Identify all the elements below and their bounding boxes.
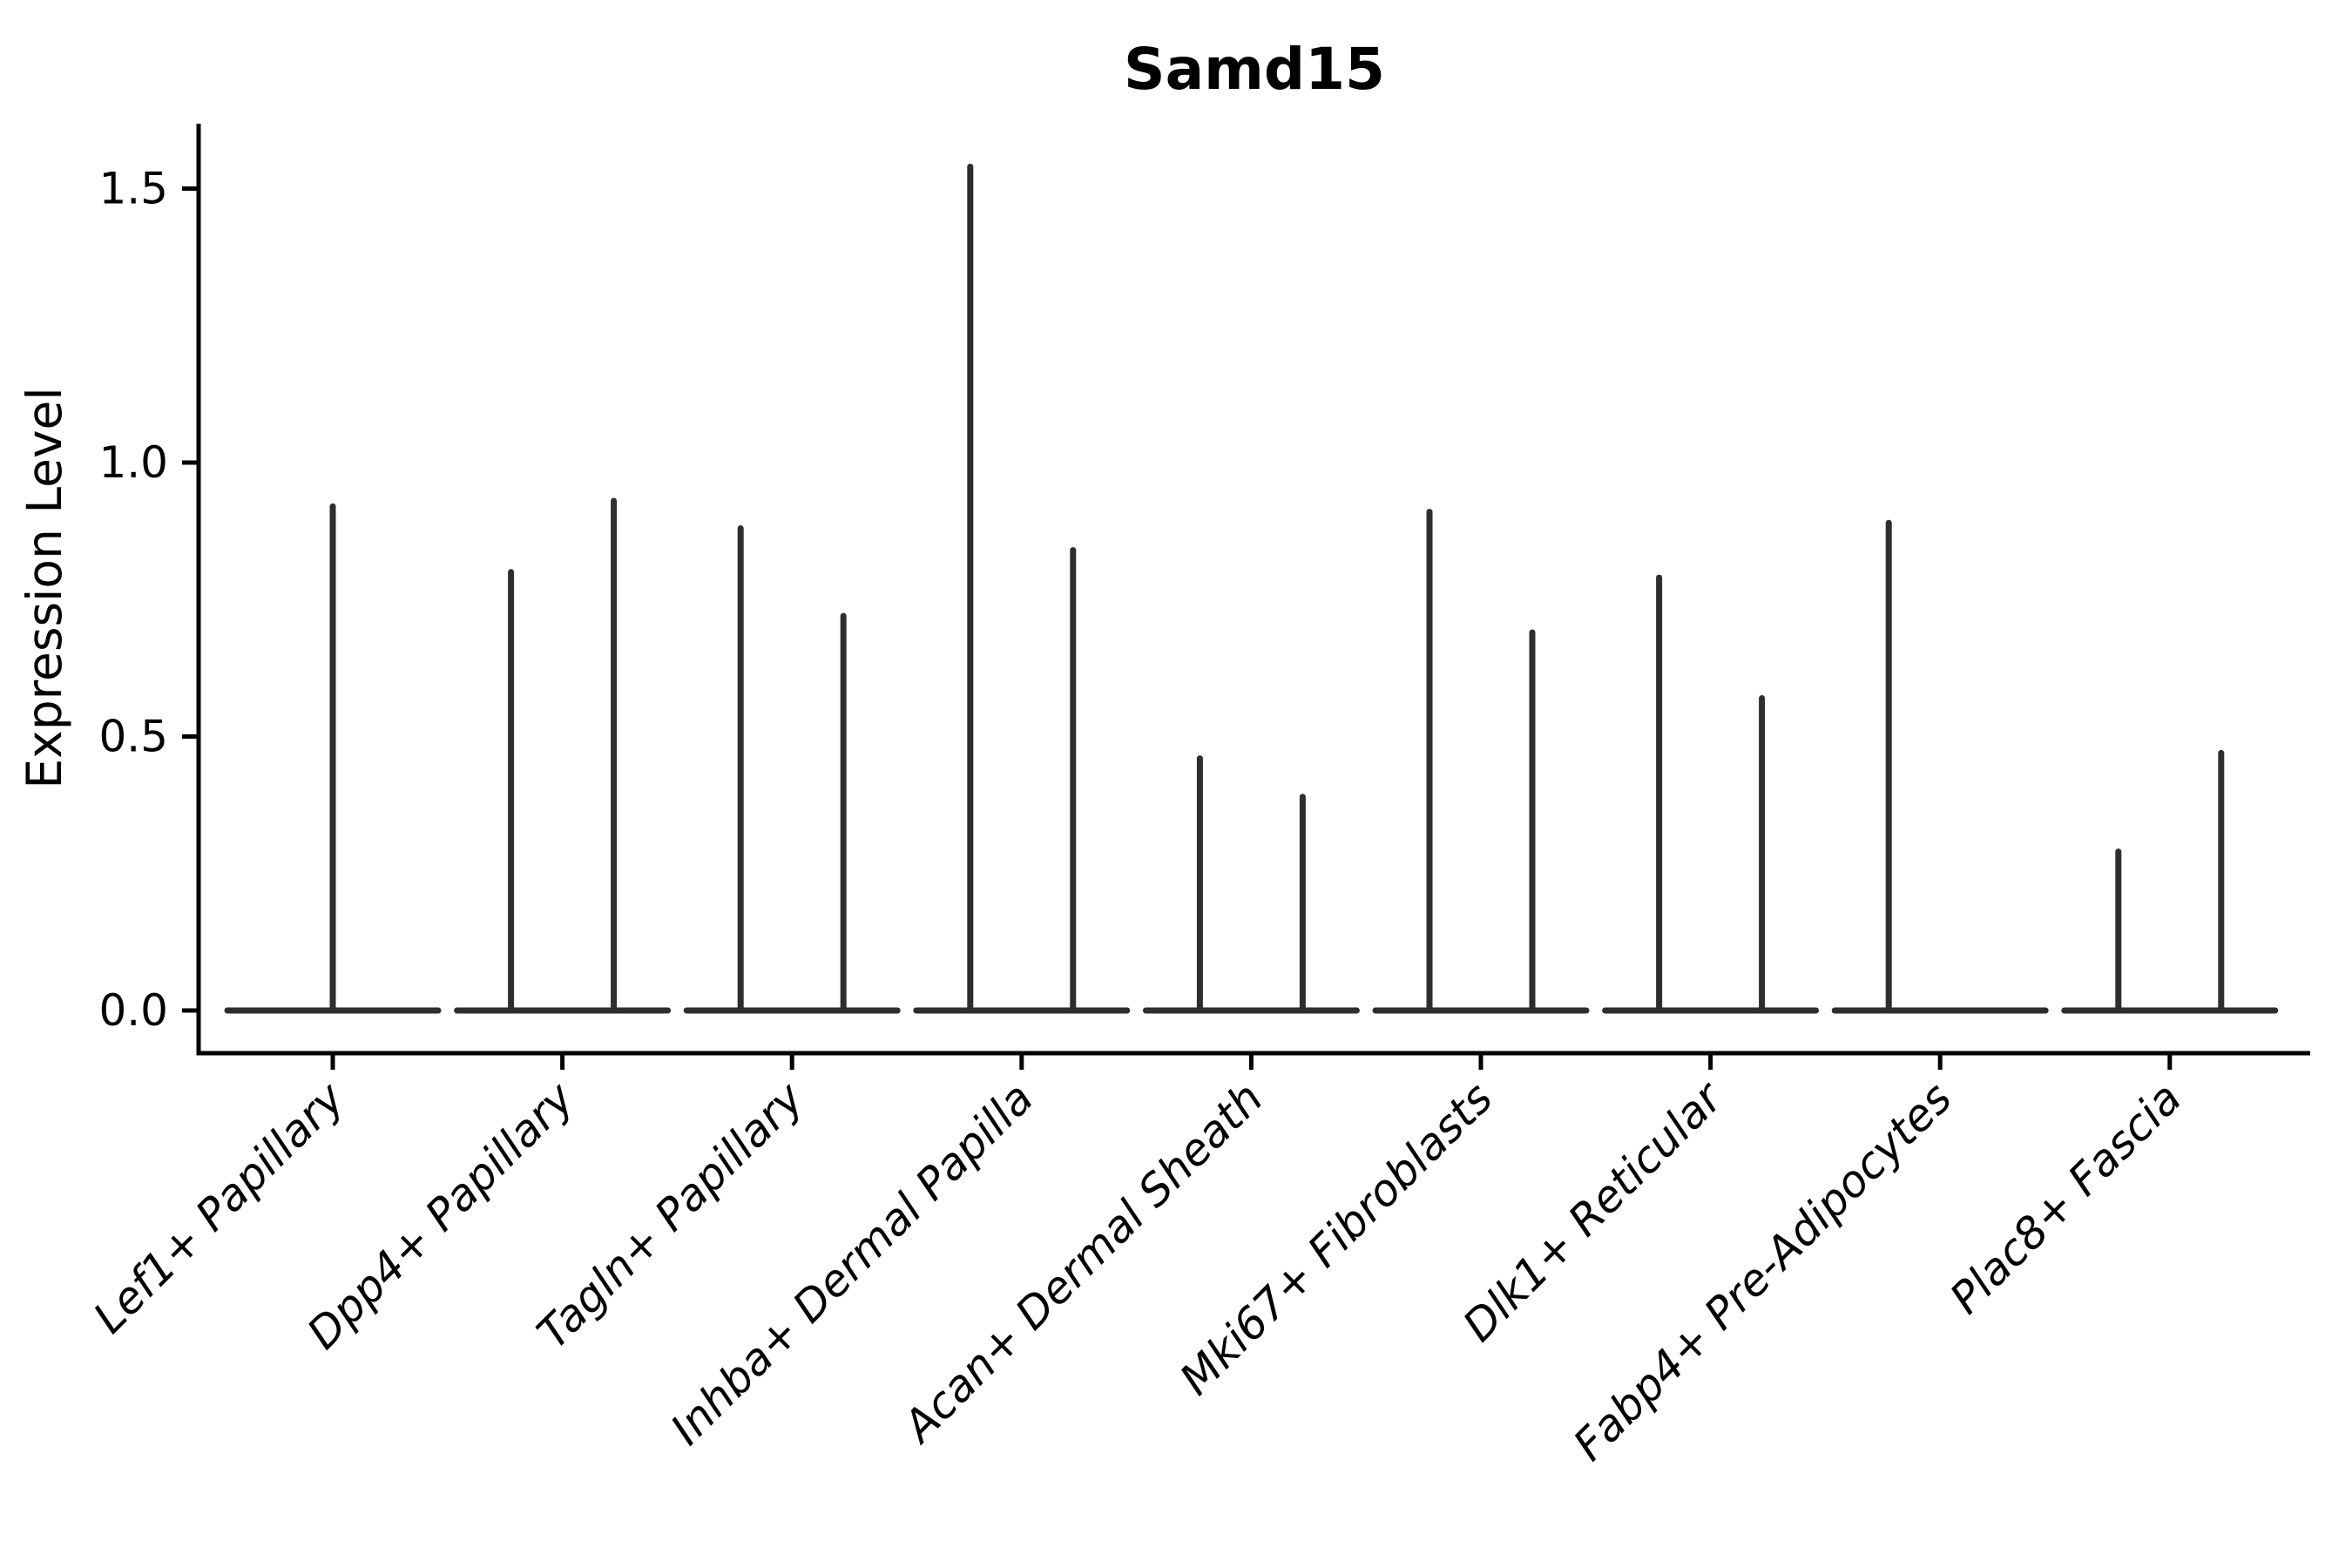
- y-tick-label: 0.0: [98, 985, 168, 1036]
- x-tick-label: Lef1+ Papillary: [84, 1071, 355, 1342]
- y-tick-label: 1.5: [98, 164, 168, 214]
- x-tick-label: Inhba+ Dermal Papilla: [661, 1072, 1043, 1454]
- y-tick-label: 1.0: [98, 437, 168, 488]
- chart-title: Samd15: [1124, 36, 1385, 103]
- y-axis-label: Expression Level: [17, 387, 72, 788]
- x-tick-label: Plac8+ Fascia: [1940, 1072, 2191, 1323]
- x-tick-label: Fabp4+ Pre-Adipocytes: [1564, 1072, 1962, 1470]
- y-tick-label: 0.5: [98, 712, 168, 762]
